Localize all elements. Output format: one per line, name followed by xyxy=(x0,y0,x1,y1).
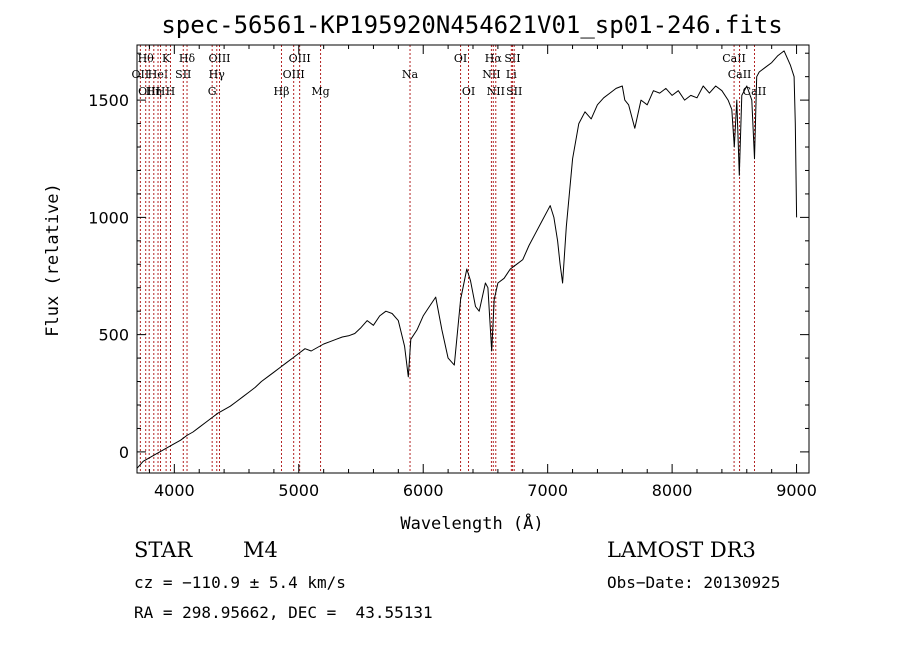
spectral-line-label: OIII xyxy=(208,52,230,65)
plot-frame xyxy=(136,44,810,474)
y-tick-label: 0 xyxy=(119,443,129,462)
redshift-cz: cz = −110.9 ± 5.4 km/s xyxy=(134,573,346,592)
x-tick-label: 4000 xyxy=(154,481,195,500)
observation-date: Obs−Date: 20130925 xyxy=(607,573,781,592)
spectral-line-label: OIII xyxy=(289,52,311,65)
y-tick-label: 1000 xyxy=(88,208,129,227)
spectral-line-label: SII xyxy=(175,68,191,81)
spectral-line-label: CaII xyxy=(728,68,752,81)
spectral-line-label: NII xyxy=(487,85,505,98)
spectral-line-label: OI xyxy=(462,85,475,98)
x-tick-label: 9000 xyxy=(776,481,817,500)
x-tick-label: 8000 xyxy=(652,481,693,500)
object-class: STAR xyxy=(134,538,193,562)
y-tick-label: 500 xyxy=(98,326,129,345)
object-subclass: M4 xyxy=(243,538,278,562)
spectral-line-label: K xyxy=(162,52,171,65)
spectral-line-label: Hγ xyxy=(209,68,226,81)
spectral-line-label: H xyxy=(156,85,166,98)
y-tick-label: 1500 xyxy=(88,91,129,110)
spectral-line-label: CaII xyxy=(743,85,767,98)
spectrum-line xyxy=(136,50,798,469)
spectral-line-label: OIII xyxy=(138,85,160,98)
y-axis-label: Flux (relative) xyxy=(43,183,63,337)
spectral-line-label: OIII xyxy=(283,68,305,81)
x-axis-label: Wavelength (Å) xyxy=(400,512,543,534)
spectral-line-label: H xyxy=(166,85,176,98)
spectral-line-label: Hθ xyxy=(138,52,155,65)
spectral-line-label: OII xyxy=(132,68,150,81)
spectral-line-label: G xyxy=(208,85,217,98)
spectral-line-label: SII xyxy=(506,85,522,98)
spectral-line-label: Hβ xyxy=(274,85,290,98)
x-tick-label: 6000 xyxy=(403,481,444,500)
spectral-line-label: SII xyxy=(504,52,520,65)
survey-name: LAMOST DR3 xyxy=(607,538,756,562)
spectral-line-label: Mg xyxy=(311,85,329,98)
coordinates: RA = 298.95662, DEC = 43.55131 xyxy=(134,603,433,622)
spectral-line-label: CaII xyxy=(722,52,746,65)
spectral-line-label: NII xyxy=(482,68,500,81)
spectral-line-label: OI xyxy=(454,52,467,65)
spectral-line-label: HeI xyxy=(148,68,168,81)
spectral-line-label: Na xyxy=(402,68,419,81)
x-tick-label: 7000 xyxy=(527,481,568,500)
spectral-line-label: Hα xyxy=(485,52,503,65)
chart-title: spec-56561-KP195920N454621V01_sp01-246.f… xyxy=(161,11,782,39)
spectral-line-label: Hδ xyxy=(179,52,196,65)
spectral-line-label: Li xyxy=(506,68,517,81)
x-tick-label: 5000 xyxy=(278,481,319,500)
